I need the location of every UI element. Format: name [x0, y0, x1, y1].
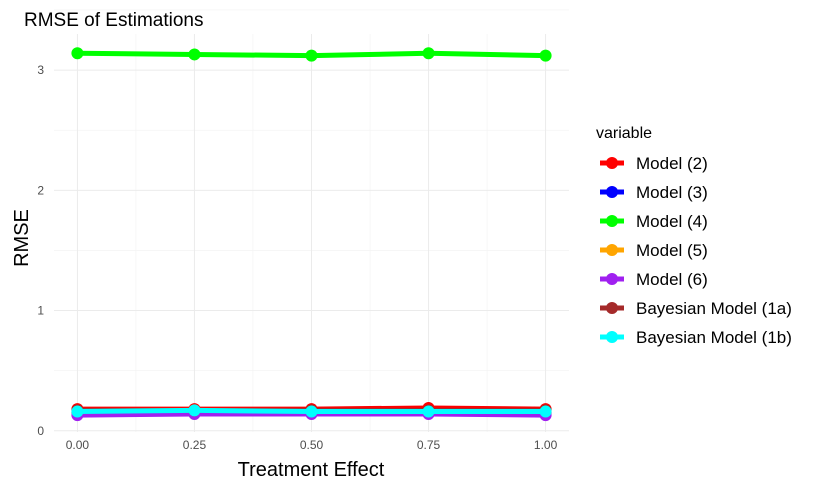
x-tick-label: 0.00: [66, 438, 90, 452]
data-point: [188, 404, 201, 417]
x-tick-label: 1.00: [534, 438, 558, 452]
legend-label: Model (3): [636, 183, 708, 202]
legend-label: Model (2): [636, 154, 708, 173]
legend-item: Bayesian Model (1b): [600, 328, 792, 347]
y-tick-label: 3: [37, 63, 44, 77]
x-axis-title: Treatment Effect: [238, 459, 385, 481]
legend-label: Model (6): [636, 270, 708, 289]
legend-item: Model (2): [600, 154, 708, 173]
x-tick-label: 0.75: [417, 438, 441, 452]
axis-layer: 0 1 2 3 0.00 0.25 0.50 0.75 1.00: [37, 63, 557, 452]
data-point: [422, 405, 435, 418]
grid-layer: [54, 9, 569, 432]
y-tick-label: 2: [37, 183, 44, 197]
legend-item: Model (3): [600, 183, 708, 202]
data-point: [539, 49, 552, 62]
chart-title: RMSE of Estimations: [24, 10, 204, 31]
data-point: [539, 405, 552, 418]
data-point: [188, 48, 201, 61]
legend-key-point: [606, 157, 618, 169]
y-tick-label: 1: [37, 304, 44, 318]
x-tick-label: 0.25: [183, 438, 207, 452]
y-tick-label: 0: [37, 424, 44, 438]
series-3: [71, 47, 552, 62]
legend-key-point: [606, 331, 618, 343]
data-point: [422, 47, 435, 60]
legend-title: variable: [596, 125, 652, 142]
data-point: [71, 47, 84, 60]
legend-items: Model (2) Model (3) Model (4) Model (5) Mode…: [600, 154, 792, 347]
legend-key-point: [606, 302, 618, 314]
legend-key-point: [606, 244, 618, 256]
legend-key-point: [606, 273, 618, 285]
legend-label: Bayesian Model (1a): [636, 299, 792, 318]
legend-item: Bayesian Model (1a): [600, 299, 792, 318]
legend-label: Bayesian Model (1b): [636, 328, 792, 347]
data-point: [71, 405, 84, 418]
legend-item: Model (4): [600, 212, 708, 231]
data-point: [305, 49, 318, 62]
series-layer: [71, 47, 552, 422]
series-7: [71, 404, 552, 418]
y-axis-title: RMSE: [11, 209, 33, 267]
legend: variable Model (2)Model (3)Model (4)Mode…: [596, 125, 792, 347]
legend-label: Model (5): [636, 241, 708, 260]
legend-item: Model (5): [600, 241, 708, 260]
legend-item: Model (6): [600, 270, 708, 289]
legend-key-point: [606, 186, 618, 198]
data-point: [305, 405, 318, 418]
x-tick-label: 0.50: [300, 438, 324, 452]
legend-key-point: [606, 215, 618, 227]
legend-label: Model (4): [636, 212, 708, 231]
